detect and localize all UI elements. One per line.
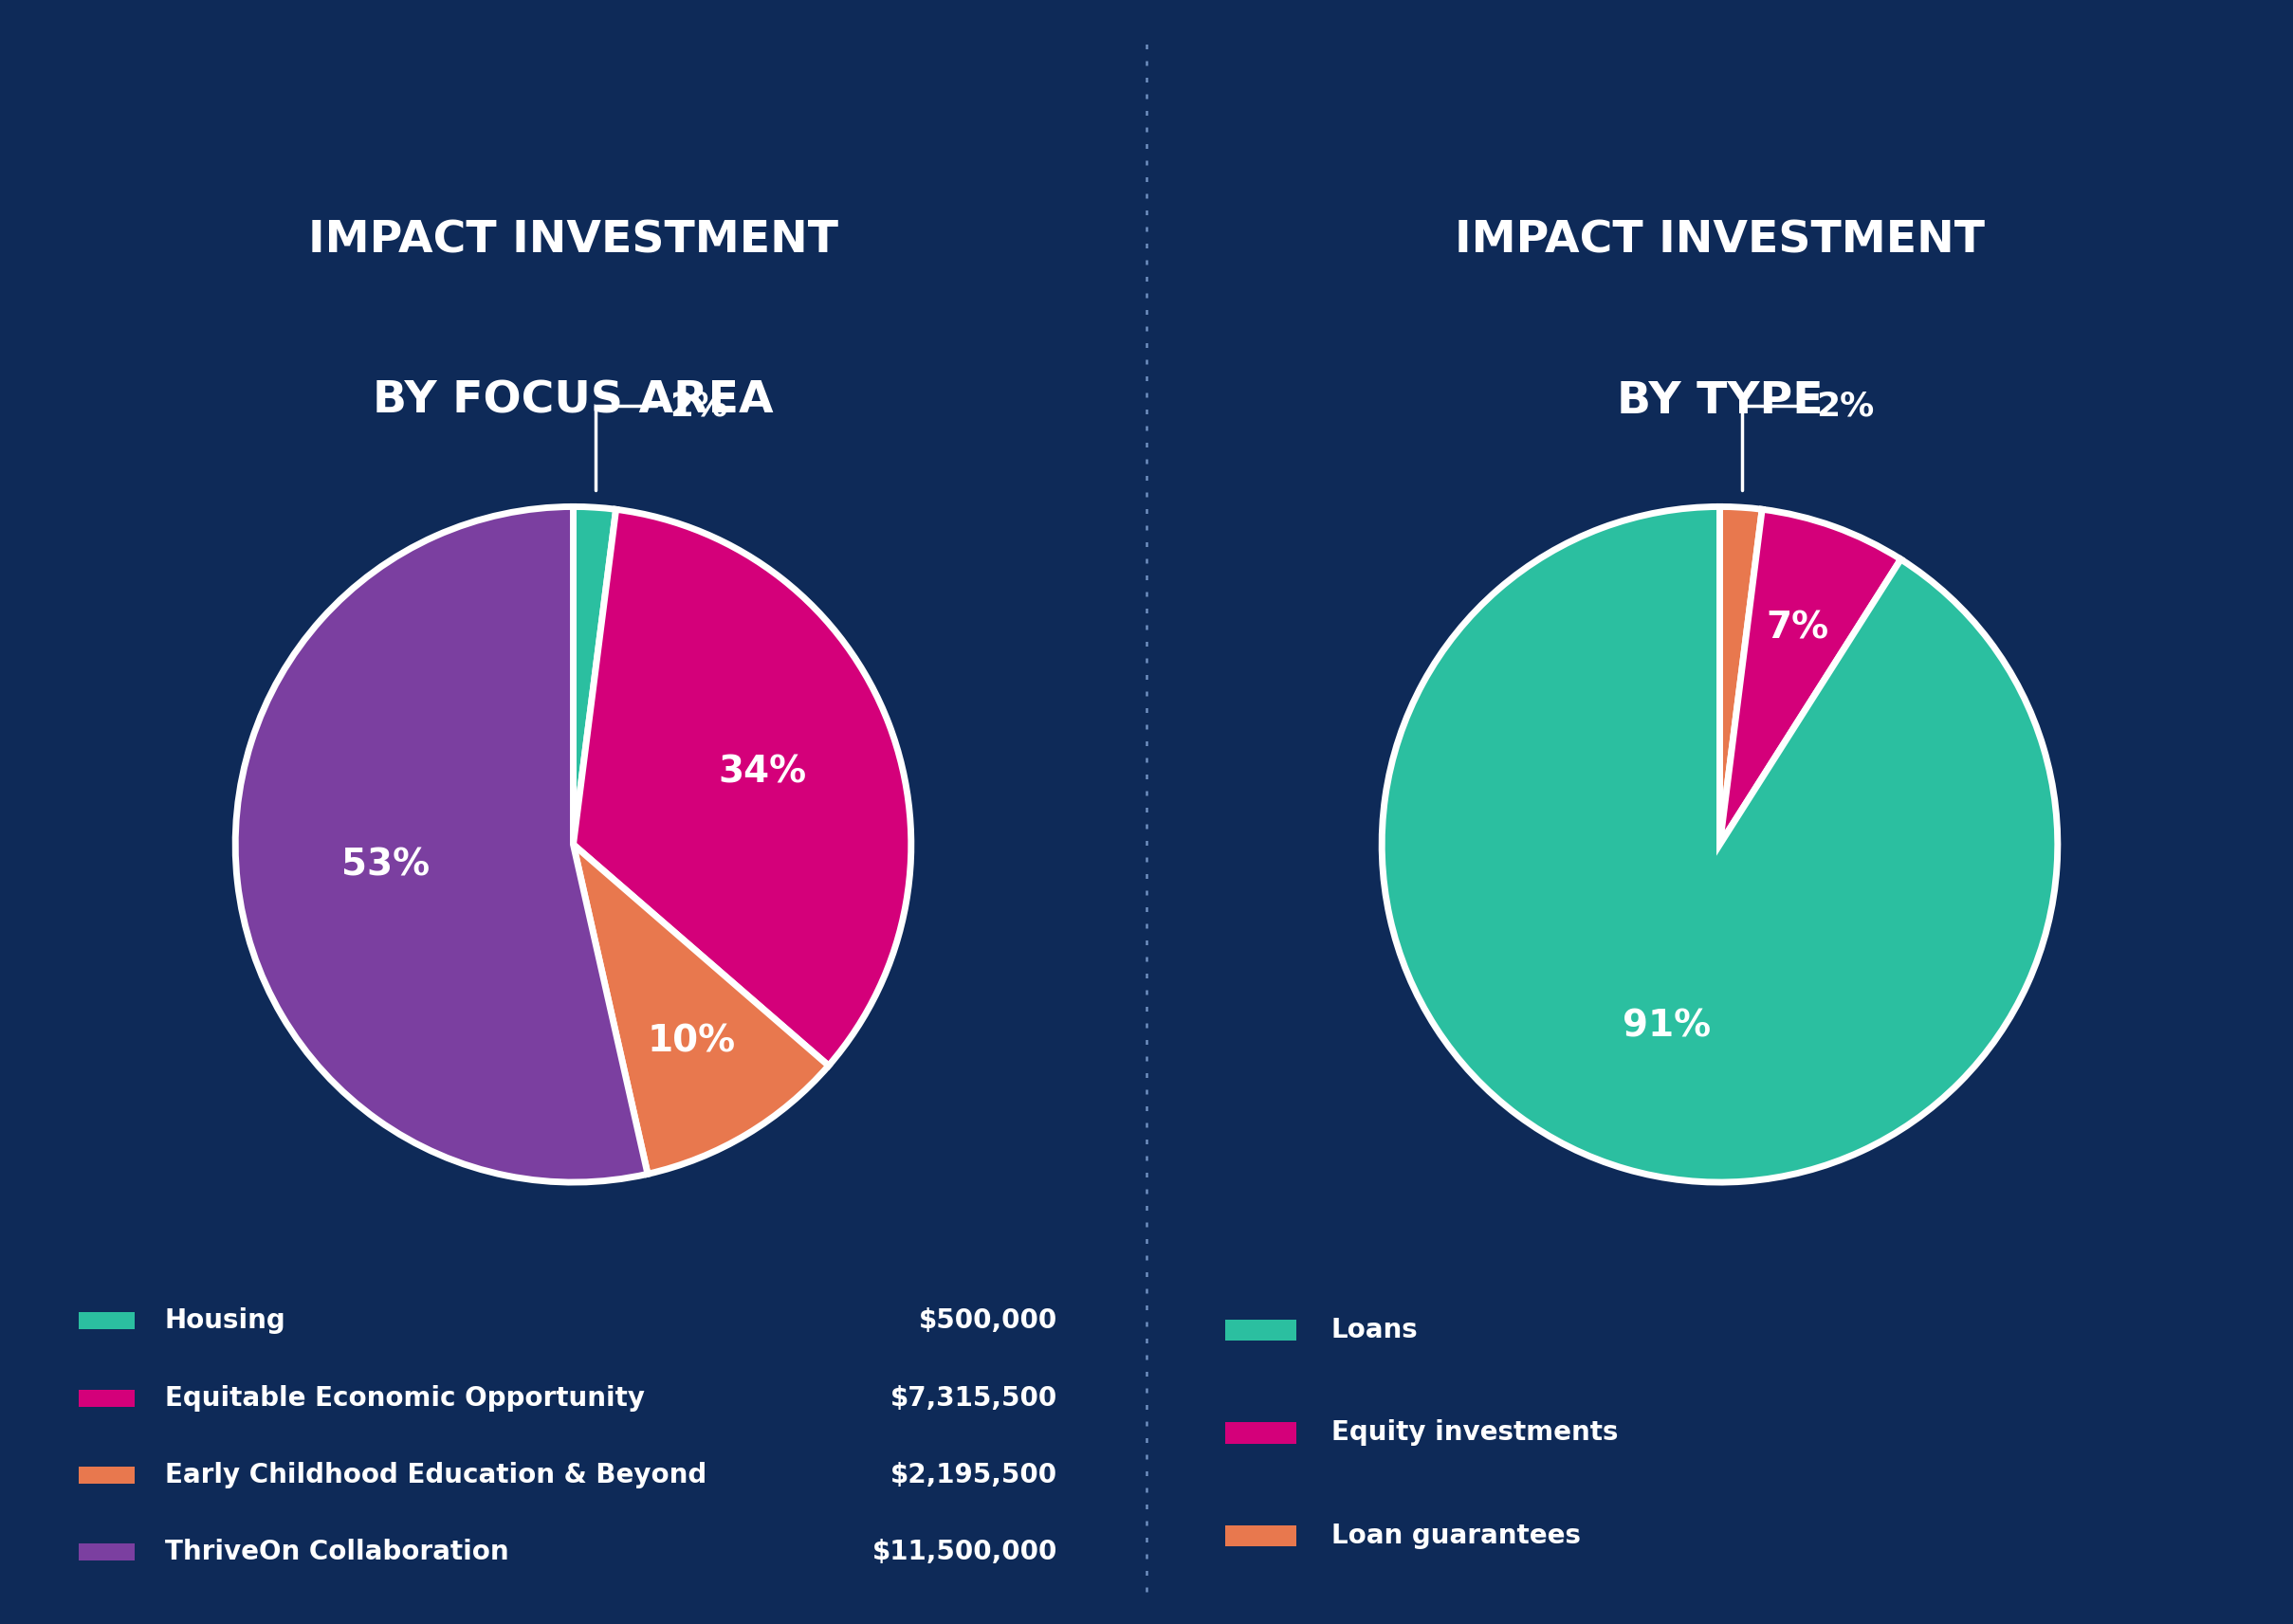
Bar xyxy=(78,1390,135,1406)
Wedge shape xyxy=(236,507,647,1182)
Wedge shape xyxy=(1720,510,1901,844)
Text: $11,500,000: $11,500,000 xyxy=(871,1540,1057,1566)
Wedge shape xyxy=(1383,507,2057,1182)
Text: Loans: Loans xyxy=(1332,1317,1419,1343)
Text: Equity investments: Equity investments xyxy=(1332,1419,1619,1447)
Text: 7%: 7% xyxy=(1766,611,1830,646)
Text: BY TYPE: BY TYPE xyxy=(1617,380,1823,422)
Text: $2,195,500: $2,195,500 xyxy=(890,1462,1057,1488)
Text: IMPACT INVESTMENT: IMPACT INVESTMENT xyxy=(307,219,839,261)
Wedge shape xyxy=(573,507,617,844)
Text: 2%: 2% xyxy=(670,390,729,422)
Text: Loan guarantees: Loan guarantees xyxy=(1332,1522,1580,1549)
Text: $7,315,500: $7,315,500 xyxy=(890,1385,1057,1411)
Text: ThriveOn Collaboration: ThriveOn Collaboration xyxy=(165,1540,509,1566)
Text: Early Childhood Education & Beyond: Early Childhood Education & Beyond xyxy=(165,1462,706,1488)
Text: 53%: 53% xyxy=(342,848,429,883)
Text: BY FOCUS AREA: BY FOCUS AREA xyxy=(374,380,773,422)
Text: Housing: Housing xyxy=(165,1307,287,1333)
Text: IMPACT INVESTMENT: IMPACT INVESTMENT xyxy=(1454,219,1986,261)
Bar xyxy=(78,1466,135,1484)
Text: 91%: 91% xyxy=(1623,1009,1711,1044)
Text: 34%: 34% xyxy=(718,754,807,791)
Text: 10%: 10% xyxy=(647,1023,736,1059)
Bar xyxy=(1224,1423,1296,1444)
Bar xyxy=(78,1312,135,1330)
Bar xyxy=(1224,1319,1296,1341)
Text: 2%: 2% xyxy=(1816,390,1873,422)
Text: Equitable Economic Opportunity: Equitable Economic Opportunity xyxy=(165,1385,644,1411)
Wedge shape xyxy=(1720,507,1761,844)
Wedge shape xyxy=(573,510,910,1065)
Bar xyxy=(1224,1525,1296,1546)
Wedge shape xyxy=(573,844,828,1174)
Text: $500,000: $500,000 xyxy=(919,1307,1057,1333)
Bar xyxy=(78,1544,135,1561)
